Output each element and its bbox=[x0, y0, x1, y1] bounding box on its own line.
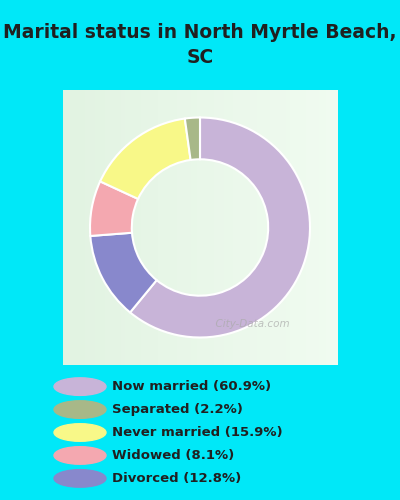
Text: Marital status in North Myrtle Beach,
SC: Marital status in North Myrtle Beach, SC bbox=[3, 23, 397, 67]
Text: Separated (2.2%): Separated (2.2%) bbox=[112, 403, 243, 416]
Circle shape bbox=[54, 470, 106, 487]
Text: Divorced (12.8%): Divorced (12.8%) bbox=[112, 472, 241, 485]
Wedge shape bbox=[90, 182, 138, 236]
Wedge shape bbox=[90, 232, 157, 312]
Circle shape bbox=[54, 378, 106, 396]
Wedge shape bbox=[100, 118, 190, 199]
Wedge shape bbox=[185, 118, 200, 160]
Text: Now married (60.9%): Now married (60.9%) bbox=[112, 380, 271, 393]
Circle shape bbox=[54, 424, 106, 442]
Text: Never married (15.9%): Never married (15.9%) bbox=[112, 426, 283, 439]
Circle shape bbox=[54, 401, 106, 418]
Circle shape bbox=[54, 446, 106, 464]
Text: Widowed (8.1%): Widowed (8.1%) bbox=[112, 449, 234, 462]
Text: City-Data.com: City-Data.com bbox=[209, 319, 290, 329]
Wedge shape bbox=[130, 118, 310, 338]
